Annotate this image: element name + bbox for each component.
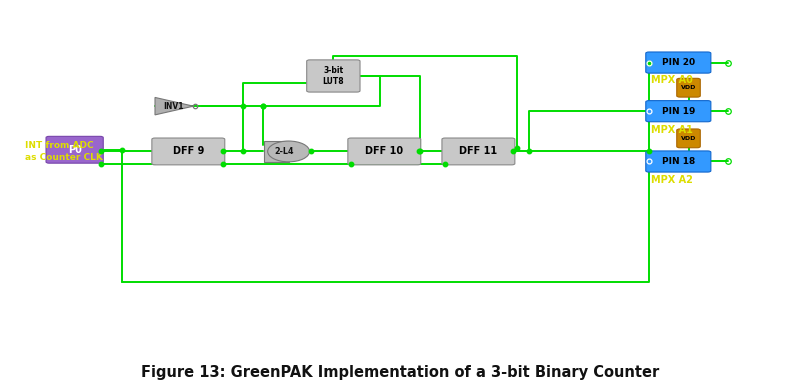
FancyBboxPatch shape bbox=[306, 60, 360, 92]
FancyBboxPatch shape bbox=[46, 136, 103, 163]
Polygon shape bbox=[155, 98, 194, 115]
FancyBboxPatch shape bbox=[263, 141, 289, 162]
Text: Figure 13: GreenPAK Implementation of a 3-bit Binary Counter: Figure 13: GreenPAK Implementation of a … bbox=[141, 365, 659, 380]
Text: MPX A2: MPX A2 bbox=[651, 175, 693, 185]
FancyBboxPatch shape bbox=[646, 52, 711, 73]
FancyBboxPatch shape bbox=[152, 138, 225, 165]
Text: MPX A1: MPX A1 bbox=[651, 125, 693, 135]
Ellipse shape bbox=[268, 141, 310, 162]
Text: VDD: VDD bbox=[681, 136, 696, 141]
Text: MPX A0: MPX A0 bbox=[651, 75, 693, 85]
FancyBboxPatch shape bbox=[677, 78, 700, 97]
Text: P0: P0 bbox=[68, 145, 82, 155]
FancyBboxPatch shape bbox=[646, 101, 711, 122]
Text: INT from ADC
as Counter CLK: INT from ADC as Counter CLK bbox=[26, 141, 103, 162]
Text: PIN 19: PIN 19 bbox=[662, 107, 695, 116]
Text: VDD: VDD bbox=[681, 85, 696, 90]
Text: PIN 20: PIN 20 bbox=[662, 58, 695, 67]
Text: DFF 11: DFF 11 bbox=[459, 146, 498, 156]
Text: DFF 10: DFF 10 bbox=[366, 146, 403, 156]
FancyBboxPatch shape bbox=[348, 138, 421, 165]
FancyBboxPatch shape bbox=[677, 129, 700, 148]
Text: DFF 9: DFF 9 bbox=[173, 146, 204, 156]
FancyBboxPatch shape bbox=[646, 151, 711, 172]
Text: INV1: INV1 bbox=[163, 102, 184, 111]
Text: 2-L4: 2-L4 bbox=[274, 147, 294, 156]
FancyBboxPatch shape bbox=[442, 138, 515, 165]
Text: 3-bit
LUT8: 3-bit LUT8 bbox=[322, 66, 344, 86]
Text: PIN 18: PIN 18 bbox=[662, 157, 695, 166]
